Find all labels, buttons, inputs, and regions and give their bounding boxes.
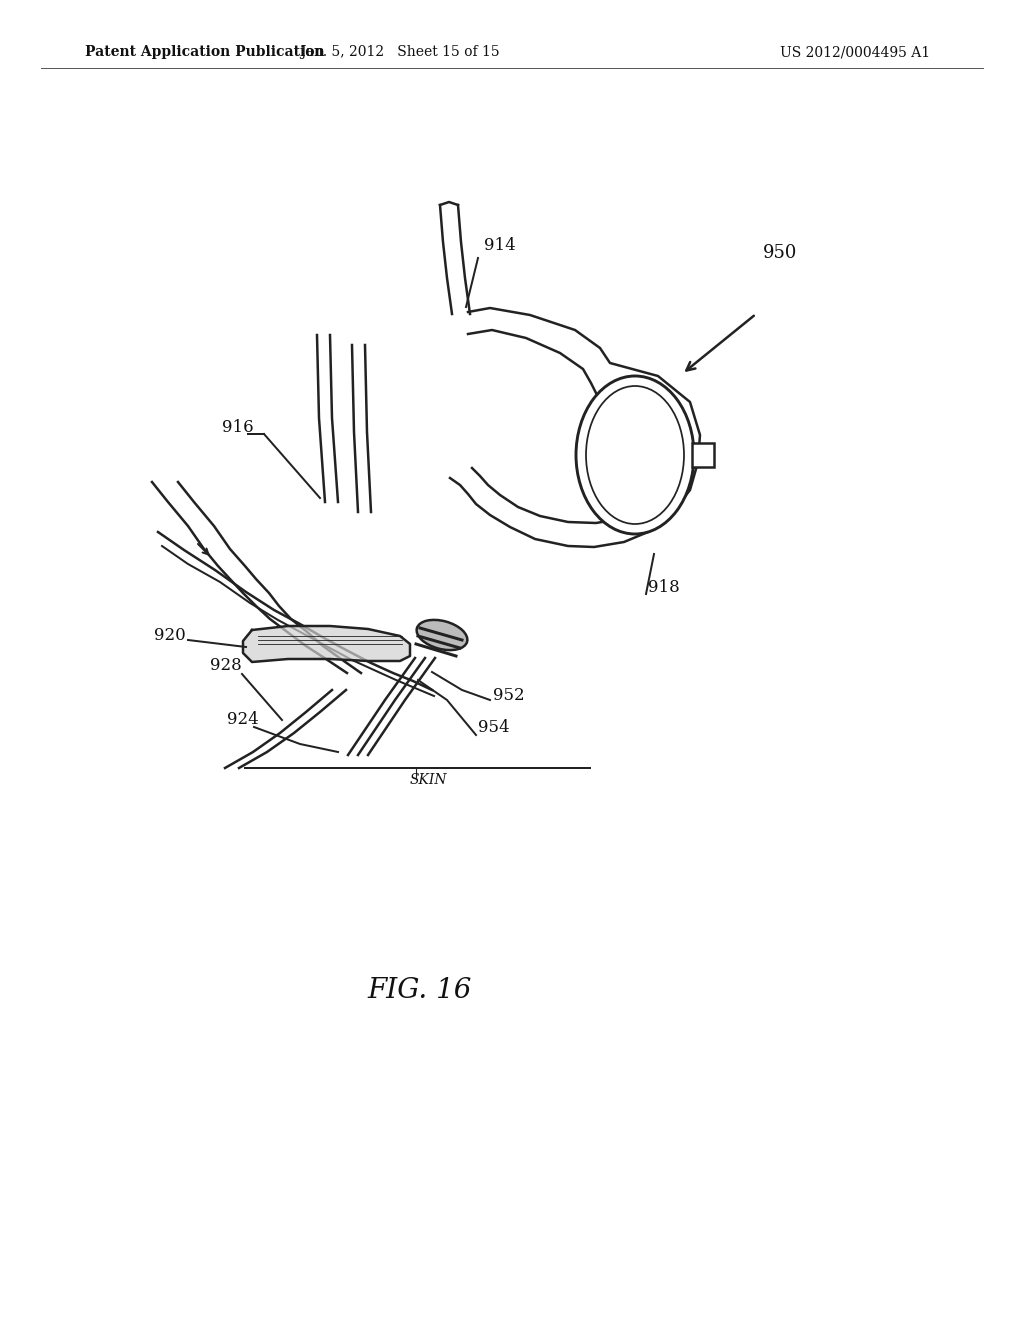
Text: 924: 924 <box>227 711 259 729</box>
Text: 954: 954 <box>478 719 510 737</box>
Text: 920: 920 <box>154 627 185 644</box>
Ellipse shape <box>575 376 694 535</box>
Text: 928: 928 <box>210 657 242 675</box>
Text: FIG. 16: FIG. 16 <box>368 977 472 1003</box>
Text: 914: 914 <box>484 238 516 253</box>
Text: 918: 918 <box>648 579 680 597</box>
Polygon shape <box>440 205 470 314</box>
Polygon shape <box>243 626 410 663</box>
Ellipse shape <box>417 620 467 651</box>
Text: 950: 950 <box>763 244 798 261</box>
Text: 952: 952 <box>493 686 524 704</box>
FancyBboxPatch shape <box>692 444 714 467</box>
Ellipse shape <box>586 385 684 524</box>
Text: SKIN: SKIN <box>410 774 447 787</box>
Text: US 2012/0004495 A1: US 2012/0004495 A1 <box>780 45 930 59</box>
Polygon shape <box>450 308 700 546</box>
Text: Jan. 5, 2012   Sheet 15 of 15: Jan. 5, 2012 Sheet 15 of 15 <box>300 45 500 59</box>
Text: Patent Application Publication: Patent Application Publication <box>85 45 325 59</box>
Polygon shape <box>225 690 346 768</box>
Text: 916: 916 <box>222 418 254 436</box>
